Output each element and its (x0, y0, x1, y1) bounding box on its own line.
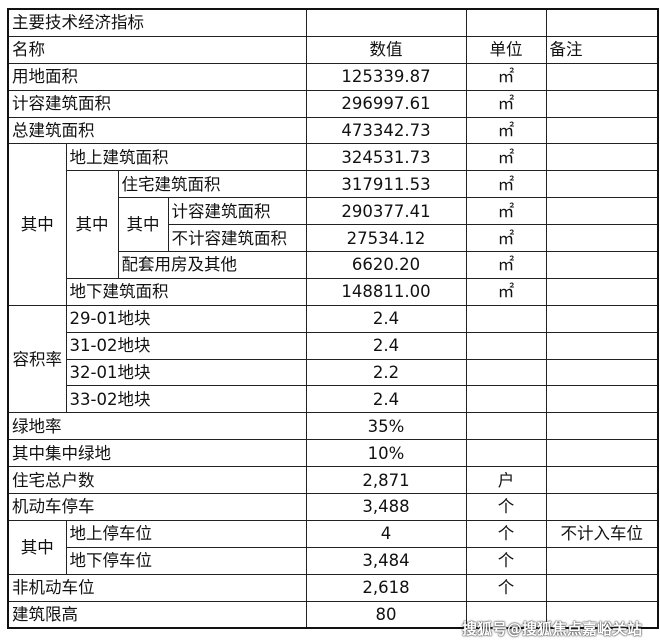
row-unit: ㎡ (465, 277, 547, 306)
group-label: 其中 (65, 170, 119, 279)
row-value: 296997.61 (305, 89, 467, 118)
row-value: 2,871 (305, 466, 467, 495)
table-row: 其中 地上停车位 4 个不计入车位 (7, 519, 659, 575)
table-row: 其中集中绿地 10% (7, 439, 659, 468)
row-unit: 个 (465, 493, 547, 521)
row-name: 住宅建筑面积 (117, 170, 307, 199)
group-label: 容积率 (7, 304, 67, 414)
table-row: 总建筑面积 473342.73 ㎡ (7, 116, 659, 145)
row-value: 324531.73 (305, 143, 467, 172)
row-unit: ㎡ (465, 224, 547, 253)
header-remark: 备注 (545, 35, 659, 64)
row-name: 地下停车位 (65, 546, 307, 575)
row-name: 地上建筑面积 (65, 143, 307, 172)
row-value: 290377.41 (305, 197, 467, 226)
header-value: 数值 (305, 35, 467, 64)
row-value: 473342.73 (305, 116, 467, 145)
row-remark: 不计入车位 (545, 519, 659, 548)
row-value: 148811.00 (305, 277, 467, 306)
table-title-row: 主要技术经济指标 (7, 8, 659, 37)
table-row: 地下建筑面积 148811.00 ㎡ (8, 277, 659, 306)
row-value: 35% (305, 412, 467, 441)
row-value: 4 (305, 519, 467, 548)
table-row: 绿地率 35% (7, 412, 659, 441)
row-unit: ㎡ (465, 62, 547, 91)
header-row: 名称 数值 单位 备注 (7, 35, 659, 64)
row-name: 用地面积 (7, 62, 307, 91)
row-name: 计容建筑面积 (167, 197, 307, 226)
table-row: 31-02地块 2.4 (8, 331, 659, 360)
row-name: 31-02地块 (65, 331, 307, 360)
row-name: 住宅总户数 (7, 466, 307, 495)
group-label: 其中 (7, 519, 67, 575)
row-unit: 户 (465, 466, 547, 495)
header-unit: 单位 (465, 35, 547, 64)
row-name: 33-02地块 (65, 385, 307, 414)
row-name: 绿地率 (7, 412, 307, 441)
row-unit: ㎡ (465, 89, 547, 118)
row-unit: ㎡ (465, 251, 547, 279)
row-unit: ㎡ (465, 116, 547, 145)
table-row: 33-02地块 2.4 (8, 385, 659, 414)
header-name: 名称 (7, 35, 307, 64)
table-row: 其中 地上建筑面积 324531.73 ㎡ (7, 143, 659, 306)
row-value: 125339.87 (305, 62, 467, 91)
row-value: 80 (305, 600, 467, 629)
table-title: 主要技术经济指标 (7, 8, 307, 37)
row-value: 27534.12 (305, 224, 467, 253)
row-name: 计容建筑面积 (7, 89, 307, 118)
row-value: 6620.20 (305, 251, 467, 279)
table-row: 地下停车位 3,484 个 (8, 546, 659, 575)
row-unit: ㎡ (465, 170, 547, 199)
row-name: 地上停车位 (65, 519, 307, 548)
row-name: 建筑限高 (7, 600, 307, 629)
row-value: 317911.53 (305, 170, 467, 199)
row-unit: 个 (465, 546, 547, 575)
row-value: 2.4 (305, 331, 467, 360)
row-unit: 个 (465, 573, 547, 602)
watermark: 搜狐号@搜狐焦点嘉峪关站 (462, 620, 643, 638)
row-value: 10% (305, 439, 467, 468)
row-unit: ㎡ (465, 143, 547, 172)
table-row: 用地面积 125339.87 ㎡ (7, 62, 659, 91)
row-unit: ㎡ (465, 197, 547, 226)
group-label: 其中 (7, 143, 67, 306)
table-row: 非机动车位 2,618 个 (7, 573, 659, 602)
row-name: 配套用房及其他 (117, 251, 307, 279)
row-name: 29-01地块 (65, 304, 307, 333)
table-row: 配套用房及其他 6620.20 ㎡ (8, 251, 659, 279)
row-name: 机动车停车 (7, 493, 307, 521)
row-name: 总建筑面积 (7, 116, 307, 145)
table-row: 不计容建筑面积 27534.12 ㎡ (8, 224, 659, 253)
row-value: 3,484 (305, 546, 467, 575)
group-label: 其中 (117, 197, 169, 253)
table-row: 住宅总户数 2,871 户 (7, 466, 659, 495)
row-name: 地下建筑面积 (65, 277, 307, 306)
row-value: 2.2 (305, 358, 467, 387)
row-value: 2.4 (305, 385, 467, 414)
table-row: 建筑限高 80 (7, 600, 659, 629)
table-row: 机动车停车 3,488 个 (7, 493, 659, 521)
row-value: 3,488 (305, 493, 467, 521)
row-name: 非机动车位 (7, 573, 307, 602)
row-unit: 个 (465, 519, 547, 548)
table-row: 计容建筑面积 296997.61 ㎡ (7, 89, 659, 118)
table-row: 容积率 29-01地块 2.4 (7, 304, 659, 414)
table-row: 其中 住宅建筑面积 317911.53 ㎡ (8, 170, 659, 279)
table-row: 其中 计容建筑面积 290377.41 ㎡ (8, 197, 659, 253)
row-value: 2,618 (305, 573, 467, 602)
indicator-table: 主要技术经济指标 名称 数值 单位 备注 用地面积 125339.87 ㎡ 计容建筑面积 2… (7, 8, 659, 630)
row-name: 不计容建筑面积 (167, 224, 307, 253)
row-name: 32-01地块 (65, 358, 307, 387)
row-name: 其中集中绿地 (7, 439, 307, 468)
row-value: 2.4 (305, 304, 467, 333)
table-row: 32-01地块 2.2 (8, 358, 659, 387)
